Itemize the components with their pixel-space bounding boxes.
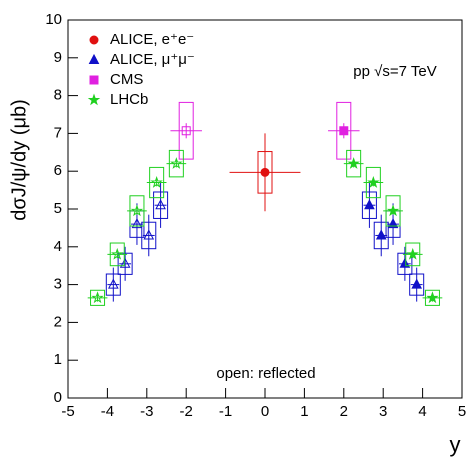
y-axis-label: dσJ/ψ/dy (μb) xyxy=(8,99,30,220)
marker xyxy=(91,291,104,304)
marker xyxy=(143,229,155,240)
y-tick-label: 10 xyxy=(45,11,62,28)
y-tick-label: 0 xyxy=(54,389,62,406)
x-tick-label: 3 xyxy=(379,403,387,420)
y-tick-label: 1 xyxy=(54,351,62,368)
legend-label: ALICE, e⁺e⁻ xyxy=(110,31,194,48)
legend-marker xyxy=(87,93,101,106)
x-tick-label: -1 xyxy=(219,403,232,420)
marker xyxy=(406,247,419,260)
x-axis-label: y xyxy=(450,432,461,457)
x-tick-label: 4 xyxy=(418,403,426,420)
y-tick-label: 3 xyxy=(54,276,62,293)
x-tick-label: -5 xyxy=(61,403,74,420)
marker xyxy=(347,157,360,169)
legend-label: LHCb xyxy=(110,91,148,108)
x-tick-label: -4 xyxy=(101,403,114,420)
marker xyxy=(155,199,166,210)
marker xyxy=(426,291,439,304)
x-tick-label: 5 xyxy=(458,403,466,420)
y-tick-label: 4 xyxy=(54,238,62,255)
legend-label: ALICE, μ⁺μ⁻ xyxy=(110,51,195,68)
legend-marker xyxy=(89,75,99,85)
marker xyxy=(411,278,423,289)
y-tick-label: 6 xyxy=(54,162,62,179)
y-tick-label: 7 xyxy=(54,124,62,141)
marker xyxy=(339,126,349,136)
annotation: pp √s=7 TeV xyxy=(353,63,436,80)
legend-marker xyxy=(88,53,100,64)
marker xyxy=(130,204,144,217)
note: open: reflected xyxy=(216,365,315,382)
x-tick-label: -3 xyxy=(140,403,153,420)
marker xyxy=(181,126,191,136)
marker xyxy=(107,278,119,289)
marker xyxy=(260,167,270,177)
marker xyxy=(111,247,124,260)
marker xyxy=(386,204,400,217)
marker xyxy=(131,218,143,229)
y-tick-label: 5 xyxy=(54,200,62,217)
marker xyxy=(150,176,163,188)
y-tick-label: 9 xyxy=(54,49,62,66)
marker xyxy=(399,257,411,268)
marker xyxy=(119,257,131,268)
x-tick-label: 2 xyxy=(340,403,348,420)
x-tick-label: 0 xyxy=(261,403,269,420)
x-tick-label: -2 xyxy=(180,403,193,420)
marker xyxy=(375,229,387,240)
x-tick-label: 1 xyxy=(300,403,308,420)
marker xyxy=(170,157,183,169)
marker xyxy=(364,199,375,210)
legend-label: CMS xyxy=(110,71,143,88)
legend-marker xyxy=(89,35,99,45)
marker xyxy=(387,218,399,229)
marker xyxy=(367,176,380,188)
y-tick-label: 8 xyxy=(54,87,62,104)
y-tick-label: 2 xyxy=(54,313,62,330)
